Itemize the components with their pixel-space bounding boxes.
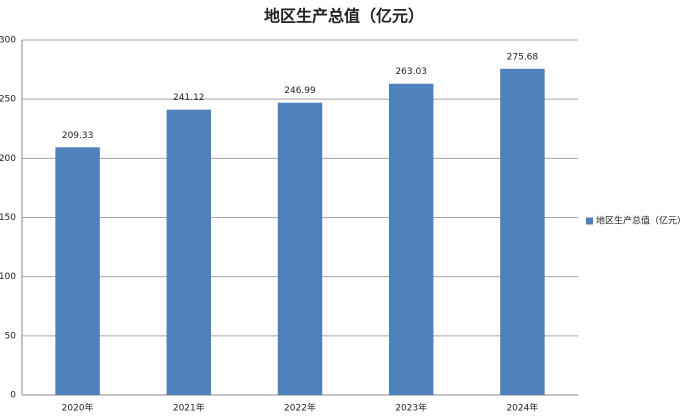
- data-label: 275.68: [507, 52, 539, 62]
- x-tick-label: 2023年: [395, 402, 427, 414]
- y-tick-label: 50: [5, 331, 17, 341]
- y-tick-label: 100: [0, 272, 16, 282]
- data-label: 246.99: [284, 86, 316, 96]
- data-label: 209.33: [62, 131, 94, 141]
- legend-swatch: [586, 217, 593, 225]
- x-tick-label: 2021年: [173, 402, 205, 414]
- y-tick-label: 0: [10, 391, 16, 401]
- bar: [55, 147, 100, 395]
- x-tick-label: 2024年: [506, 402, 538, 414]
- bar: [166, 109, 212, 395]
- x-tick-label: 2022年: [284, 402, 316, 414]
- legend-label: 地区生产总值（亿元）: [596, 215, 686, 227]
- data-label: 263.03: [395, 67, 427, 77]
- y-tick-label: 250: [0, 95, 16, 105]
- data-label: 241.12: [173, 93, 205, 103]
- y-tick-label: 150: [0, 213, 16, 223]
- chart-title: 地区生产总值（亿元）: [264, 7, 424, 26]
- bar: [277, 102, 323, 395]
- x-tick-label: 2020年: [62, 402, 94, 414]
- y-tick-label: 200: [0, 154, 16, 164]
- bar: [388, 83, 434, 395]
- y-tick-label: 300: [0, 36, 16, 46]
- bar: [500, 68, 545, 396]
